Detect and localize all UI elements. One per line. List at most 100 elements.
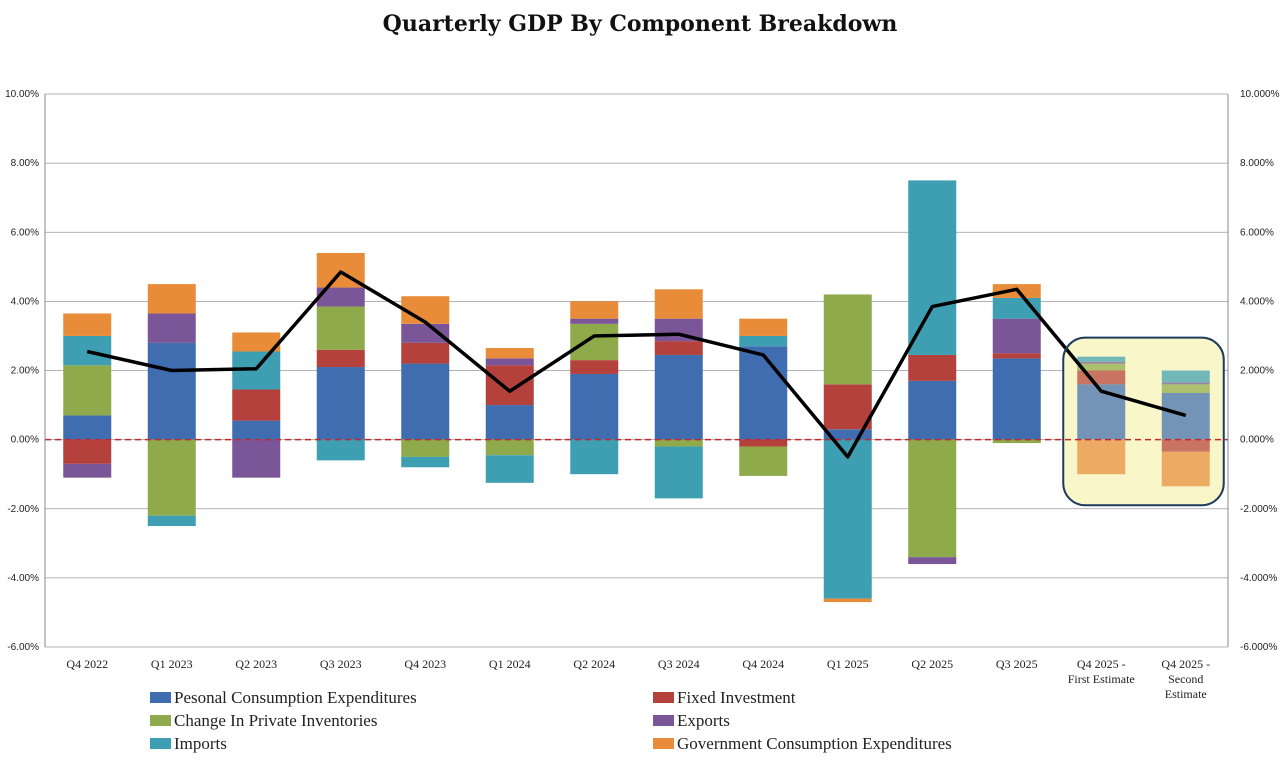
bar-segment	[485, 358, 534, 366]
bar-segment	[316, 367, 365, 440]
bar-segment	[992, 353, 1041, 359]
bar-segment	[401, 363, 450, 440]
bar-segment	[1161, 439, 1210, 452]
bar-segment	[739, 446, 788, 476]
bar-segment	[654, 439, 703, 447]
bar-segment	[1161, 382, 1210, 385]
bar-segment	[1161, 370, 1210, 383]
bar-segment	[1161, 384, 1210, 393]
gdp-line	[86, 270, 1187, 459]
y-tick-label-left: 8.00%	[11, 158, 39, 169]
bar-segment	[485, 455, 534, 483]
legend-label: Government Consumption Expenditures	[677, 734, 952, 753]
x-tick-label: Q1 2023	[151, 657, 193, 671]
legend-label: Exports	[677, 711, 730, 730]
x-tick-label-line: Q1 2025	[827, 657, 869, 671]
x-tick-label-line: Q4 2025 -	[1077, 657, 1126, 671]
legend-swatch	[150, 715, 171, 726]
y-tick-label-left: 4.00%	[11, 296, 39, 307]
legend-label: Fixed Investment	[677, 688, 796, 707]
bar-segment	[570, 318, 619, 324]
bar-segment	[739, 318, 788, 336]
bar-segment	[1077, 363, 1126, 371]
x-tick-label-line: Q4 2022	[66, 657, 108, 671]
y-tick-label-right: -2.000%	[1240, 504, 1277, 515]
x-tick-label: Q2 2023	[235, 657, 277, 671]
bar-segment	[401, 439, 450, 457]
bar-segment	[570, 373, 619, 440]
bar-segment	[1077, 384, 1126, 440]
bar-segment	[232, 389, 281, 421]
y-tick-label-left: -4.00%	[7, 573, 39, 584]
x-tick-label-line: Q1 2024	[489, 657, 531, 671]
bar-segment	[908, 380, 957, 440]
legend-swatch	[150, 692, 171, 703]
x-tick-label: Q4 2025 -Second Estimate	[1161, 657, 1210, 701]
y-tick-label-right: 6.000%	[1240, 227, 1274, 238]
bar-segment	[147, 439, 196, 516]
bar-segment	[1077, 439, 1126, 475]
gdp-line-path	[86, 270, 1187, 459]
bar-segment	[823, 429, 872, 440]
bar-segment	[992, 318, 1041, 354]
x-tick-label: Q4 2025 -First Estimate	[1068, 657, 1135, 686]
x-axis: Q4 2022 Q1 2023 Q2 2023 Q3 2023 Q4 2023 Q1 20…	[66, 657, 1210, 701]
x-tick-label: Q3 2025	[996, 657, 1038, 671]
bar-segment	[147, 284, 196, 314]
x-tick-label-line: Q4 2023	[404, 657, 446, 671]
bar-segment	[63, 415, 112, 440]
bar-segment	[823, 598, 872, 603]
y-tick-label-left: 0.00%	[11, 435, 39, 446]
x-tick-label: Q3 2023	[320, 657, 362, 671]
bars	[63, 180, 1210, 603]
y-tick-label-left: -6.00%	[7, 642, 39, 653]
bar-segment	[316, 287, 365, 307]
bar-segment	[1161, 392, 1210, 440]
bar-segment	[654, 354, 703, 440]
y-tick-label-left: 2.00%	[11, 366, 39, 377]
bar-segment	[485, 348, 534, 359]
x-tick-label: Q1 2024	[489, 657, 531, 671]
bar-segment	[485, 405, 534, 440]
bar-segment	[823, 384, 872, 430]
bar-segment	[908, 180, 957, 355]
bar-segment	[316, 306, 365, 350]
bar-segment	[992, 358, 1041, 440]
bar-segment	[570, 301, 619, 319]
legend-label: Change In Private Inventories	[174, 711, 377, 730]
x-tick-label-line: Q3 2025	[996, 657, 1038, 671]
x-tick-label-line: Q4 2025 -	[1161, 657, 1210, 671]
legend-swatch	[653, 715, 674, 726]
bar-segment	[63, 463, 112, 478]
bar-segment	[1077, 361, 1126, 364]
x-tick-label-line: Q3 2024	[658, 657, 700, 671]
y-axis-left: 10.00% 8.00% 6.00% 4.00% 2.00% 0.00% -2.00% -4.…	[5, 89, 46, 653]
bar-segment	[739, 439, 788, 447]
x-tick-label: Q3 2024	[658, 657, 700, 671]
y-tick-label-left: 6.00%	[11, 227, 39, 238]
legend-label: Pesonal Consumption Expenditures	[174, 688, 417, 707]
bar-segment	[401, 456, 450, 468]
x-tick-label-line: Estimate	[1165, 687, 1207, 701]
x-tick-label-line: First Estimate	[1068, 672, 1135, 686]
y-tick-label-left: 10.00%	[5, 89, 39, 100]
highlight-box-border	[1062, 336, 1225, 507]
bar-segment	[63, 365, 112, 416]
y-tick-label-right: -4.000%	[1240, 573, 1277, 584]
bar-segment	[485, 365, 534, 406]
y-tick-label-right: 2.000%	[1240, 366, 1274, 377]
x-tick-label-line: Q2 2024	[573, 657, 615, 671]
bar-segment	[654, 341, 703, 355]
bar-segment	[570, 360, 619, 374]
x-tick-label-line: Q2 2025	[911, 657, 953, 671]
bar-segment	[739, 346, 788, 440]
y-tick-label-right: 0.000%	[1240, 435, 1274, 446]
bar-segment	[63, 439, 112, 464]
bar-segment	[316, 349, 365, 368]
bar-segment	[1077, 370, 1126, 385]
x-tick-label: Q1 2025	[827, 657, 869, 671]
legend-label: Imports	[174, 734, 227, 753]
legend-swatch	[653, 738, 674, 749]
x-tick-label: Q4 2022	[66, 657, 108, 671]
